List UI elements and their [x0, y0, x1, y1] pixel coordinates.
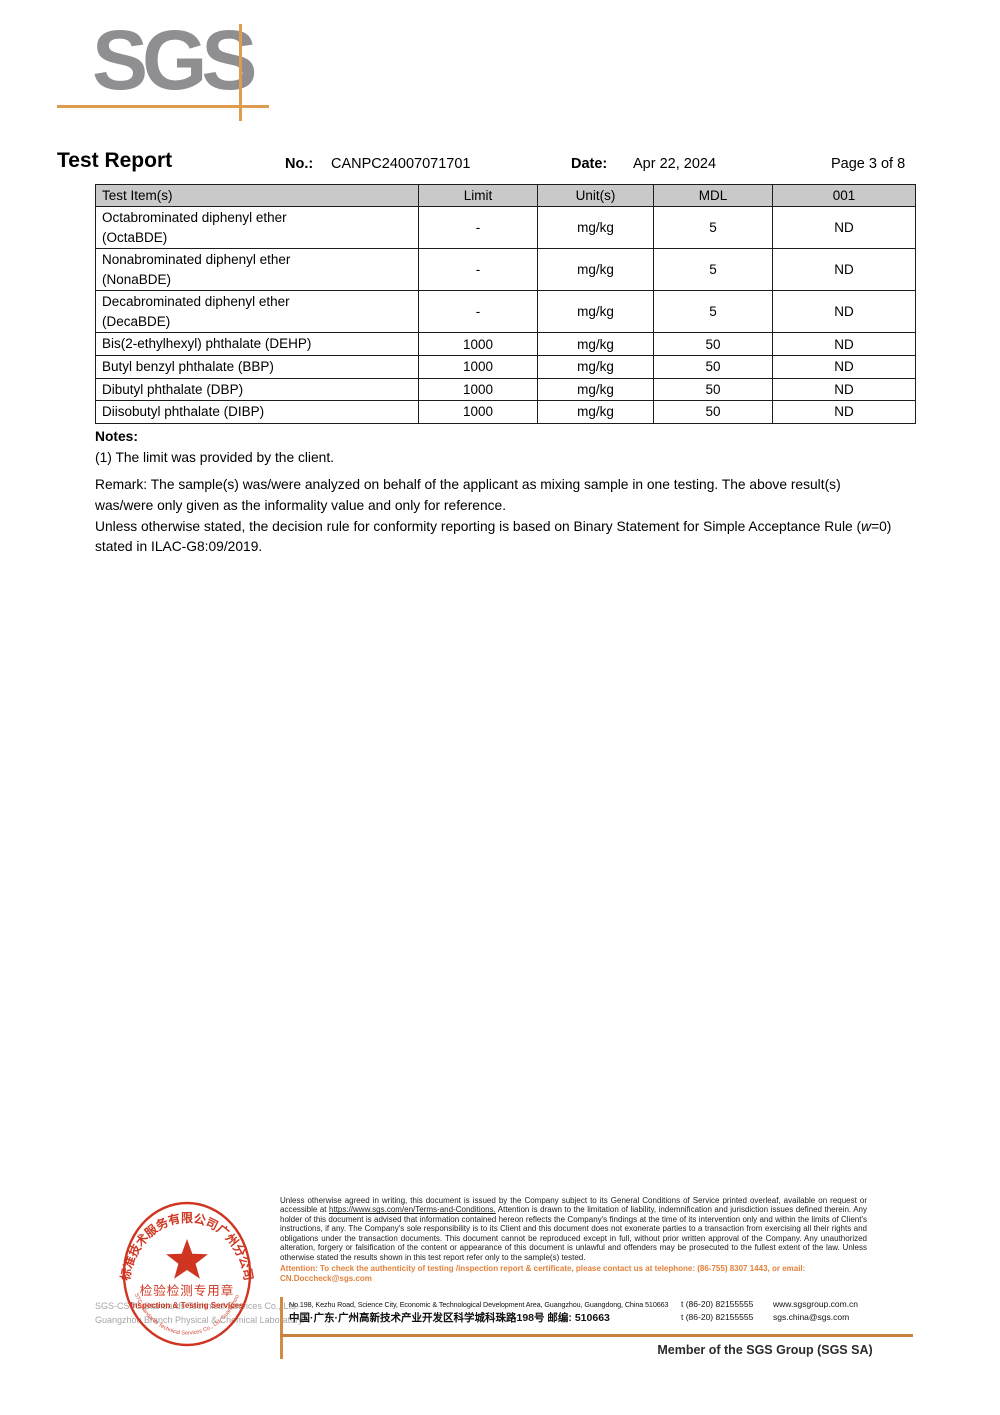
legal-text-post: Attention is drawn to the limitation of …: [280, 1205, 867, 1262]
report-no-value: CANPC24007071701: [331, 156, 471, 172]
email-address: sgs.china@sgs.com: [773, 1312, 850, 1323]
result-cell: ND: [772, 400, 916, 424]
mdl-cell: 50: [653, 332, 773, 356]
mdl-cell: 5: [653, 248, 773, 292]
result-cell: ND: [772, 290, 916, 334]
result-cell: ND: [772, 248, 916, 292]
unit-cell: mg/kg: [537, 248, 654, 292]
footer-company-line2: Guangzhou Branch Physical & Chemical Lab…: [95, 1314, 305, 1325]
limit-cell: 1000: [418, 400, 538, 424]
decision-rule-pre: Unless otherwise stated, the decision ru…: [95, 518, 862, 534]
page-title: Test Report: [57, 149, 173, 172]
stamp-line2: Inspection & Testing Services: [130, 1301, 244, 1310]
result-cell: ND: [772, 332, 916, 356]
footer-orange-rule: [280, 1334, 913, 1337]
results-table: Test Item(s) Limit Unit(s) MDL 001 Octab…: [95, 184, 916, 424]
footer-legal-block: Unless otherwise agreed in writing, this…: [280, 1196, 867, 1283]
note-1: (1) The limit was provided by the client…: [95, 449, 334, 465]
test-item-cell: Decabrominated diphenyl ether (DecaBDE): [95, 290, 419, 334]
sgs-logo: SGS: [92, 13, 257, 107]
address-row-cn: 中国·广东·广州高新技术产业开发区科学城科珠路198号 邮编: 510663 t…: [289, 1310, 869, 1326]
test-item-cell: Dibutyl phthalate (DBP): [95, 377, 419, 402]
page-number: Page 3 of 8: [831, 156, 906, 172]
limit-cell: -: [418, 205, 538, 250]
column-header-mdl: MDL: [653, 184, 773, 207]
table-row: Nonabrominated diphenyl ether (NonaBDE) …: [95, 248, 916, 292]
address-block: No.198, Kezhu Road, Science City, Econom…: [289, 1297, 869, 1326]
decision-rule-text: Unless otherwise stated, the decision ru…: [95, 517, 895, 558]
unit-cell: mg/kg: [537, 354, 654, 379]
table-row: Dibutyl phthalate (DBP) 1000 mg/kg 50 ND: [95, 377, 916, 402]
mdl-cell: 5: [653, 205, 773, 250]
notes-heading: Notes:: [95, 429, 138, 444]
attention-text: Attention: To check the authenticity of …: [280, 1264, 806, 1283]
limit-cell: 1000: [418, 377, 538, 402]
phone-number-1: t (86-20) 82155555: [681, 1299, 754, 1309]
test-item-cell: Diisobutyl phthalate (DIBP): [95, 400, 419, 424]
unit-cell: mg/kg: [537, 400, 654, 424]
unit-cell: mg/kg: [537, 290, 654, 334]
address-english: No.198, Kezhu Road, Science City, Econom…: [289, 1300, 669, 1309]
limit-cell: 1000: [418, 332, 538, 356]
unit-cell: mg/kg: [537, 332, 654, 356]
report-date-value: Apr 22, 2024: [633, 156, 717, 172]
footer-company-name: SGS-CSTC Standards Technical Services Co…: [95, 1300, 304, 1328]
column-header-units: Unit(s): [537, 184, 654, 207]
legal-text-pre: Unless otherwise agreed in writing, this…: [280, 1196, 867, 1215]
table-row: Butyl benzyl phthalate (BBP) 1000 mg/kg …: [95, 354, 916, 379]
mdl-cell: 50: [653, 354, 773, 379]
mdl-cell: 5: [653, 290, 773, 334]
unit-cell: mg/kg: [537, 377, 654, 402]
table-row: Decabrominated diphenyl ether (DecaBDE) …: [95, 290, 916, 334]
address-row-en: No.198, Kezhu Road, Science City, Econom…: [289, 1297, 869, 1310]
stamp-line1: 检验检测专用章: [140, 1283, 235, 1298]
legal-text: Unless otherwise agreed in writing, this…: [280, 1196, 867, 1262]
stamp-ring: [122, 1201, 252, 1347]
table-row: Bis(2-ethylhexyl) phthalate (DEHP) 1000 …: [95, 332, 916, 356]
result-cell: ND: [772, 205, 916, 250]
website-url: www.sgsgroup.com.cn: [773, 1299, 859, 1309]
address-chinese: 中国·广东·广州高新技术产业开发区科学城科珠路198号 邮编: 510663: [289, 1312, 610, 1325]
test-item-cell: Butyl benzyl phthalate (BBP): [95, 354, 419, 379]
inspection-stamp: 标准技术服务有限公司广州分公司 SGS-CSTC Standards Techn…: [117, 1197, 256, 1347]
test-item-cell: Octabrominated diphenyl ether (OctaBDE): [95, 205, 419, 250]
table-row: Diisobutyl phthalate (DIBP) 1000 mg/kg 5…: [95, 400, 916, 424]
table-row: Octabrominated diphenyl ether (OctaBDE) …: [95, 205, 916, 250]
stamp-star-icon: [166, 1239, 208, 1279]
decision-rule-post: =0) stated in ILAC-G8:09/2019.: [95, 518, 892, 555]
phone-number-2: t (86-20) 82155555: [681, 1312, 754, 1323]
result-cell: ND: [772, 354, 916, 379]
member-line: Member of the SGS Group (SGS SA): [657, 1343, 873, 1357]
logo-horizontal-line: [57, 105, 269, 108]
decision-rule-w: w: [861, 518, 872, 534]
column-header-test-item: Test Item(s): [95, 184, 419, 207]
report-no-label: No.:: [285, 156, 314, 172]
limit-cell: -: [418, 248, 538, 292]
test-item-cell: Nonabrominated diphenyl ether (NonaBDE): [95, 248, 419, 292]
notes-section: Notes: (1) The limit was provided by the…: [95, 427, 895, 558]
mdl-cell: 50: [653, 400, 773, 424]
column-header-limit: Limit: [418, 184, 538, 207]
mdl-cell: 50: [653, 377, 773, 402]
limit-cell: 1000: [418, 354, 538, 379]
address-vertical-bar: [280, 1297, 283, 1359]
remark-text: Remark: The sample(s) was/were analyzed …: [95, 477, 841, 514]
terms-link: https://www.sgs.com/en/Terms-and-Conditi…: [329, 1205, 496, 1215]
report-date-label: Date:: [571, 156, 608, 172]
logo-vertical-line: [239, 24, 242, 121]
unit-cell: mg/kg: [537, 205, 654, 250]
limit-cell: -: [418, 290, 538, 334]
column-header-001: 001: [772, 184, 916, 207]
footer-company-line1: SGS-CSTC Standards Technical Services Co…: [95, 1301, 299, 1311]
test-item-cell: Bis(2-ethylhexyl) phthalate (DEHP): [95, 332, 419, 356]
table-header-row: Test Item(s) Limit Unit(s) MDL 001: [95, 184, 916, 207]
result-cell: ND: [772, 377, 916, 402]
